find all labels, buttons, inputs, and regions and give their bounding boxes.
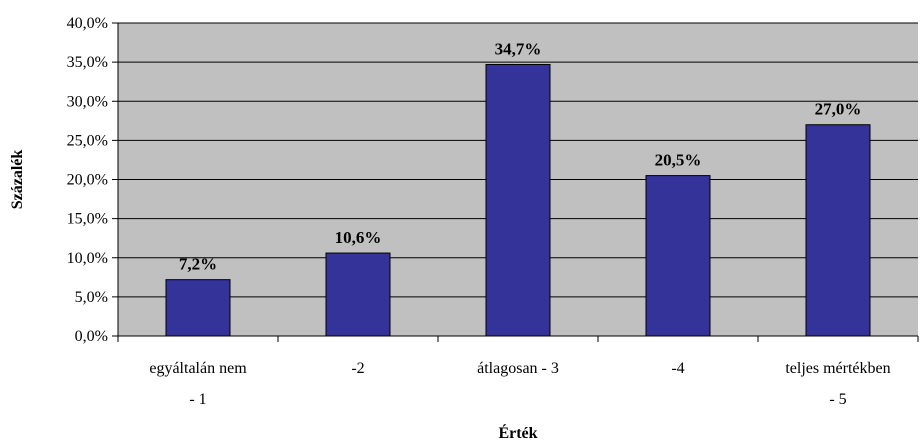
bar (165, 279, 231, 337)
bar (805, 124, 871, 337)
y-tick-label: 25,0% (67, 132, 108, 149)
y-tick-label: 0,0% (75, 328, 108, 345)
data-label: 10,6% (335, 228, 382, 247)
category-label: teljes mértékben (785, 360, 890, 377)
y-tick-label: 5,0% (75, 289, 108, 306)
y-tick-label: 15,0% (67, 211, 108, 228)
data-label: 20,5% (655, 151, 702, 170)
category-labels: egyáltalán nem - 1 -2 átlagosan - 3 -4 teljes… (149, 360, 890, 408)
x-axis-ticks (117, 336, 919, 342)
y-axis-title: Százalék (9, 150, 26, 210)
x-axis-title: Érték (498, 423, 537, 442)
category-label: átlagosan - 3 (477, 360, 559, 377)
category-label: -2 (351, 360, 364, 377)
data-labels: 7,2% 10,6% 34,7% 20,5% 27,0% (179, 39, 862, 273)
bar (485, 63, 551, 337)
y-tick-label: 20,0% (67, 172, 108, 189)
y-tick-label: 30,0% (67, 93, 108, 110)
data-label: 34,7% (495, 39, 542, 58)
y-tick-label: 35,0% (67, 54, 108, 71)
category-label: - 5 (829, 391, 846, 408)
bar (645, 175, 711, 337)
category-label: egyáltalán nem (149, 360, 247, 377)
y-axis-ticks: 0,0% 5,0% 10,0% 15,0% 20,0% 25,0% 30,0% 35,0% 40… (67, 15, 118, 345)
y-tick-label: 40,0% (67, 15, 108, 32)
y-tick-label: 10,0% (67, 250, 108, 267)
category-label: -4 (671, 360, 684, 377)
category-label: - 1 (189, 391, 206, 408)
data-label: 27,0% (815, 100, 862, 119)
data-label: 7,2% (179, 255, 217, 274)
bar (325, 252, 391, 337)
